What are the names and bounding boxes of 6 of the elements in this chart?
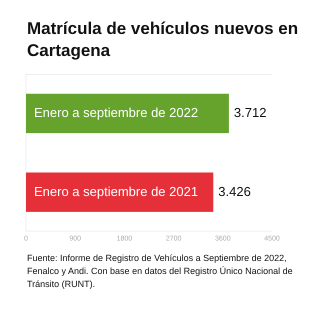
- y-tick-label: Enero a septiembre de 2021: [34, 184, 198, 199]
- y-tick-label: Enero a septiembre de 2022: [34, 104, 198, 120]
- chart-title: Matrícula de vehículos nuevos en Cartagena: [27, 18, 300, 62]
- data-label: 3.426: [218, 184, 251, 199]
- source-note: Fuente: Informe de Registro de Vehículos a Septiembre de 2022, Fenalco y Andi. Con base en datos del Registro Único Nacional de Tránsito (RUNT).: [27, 252, 294, 291]
- data-label: 3.712: [234, 104, 266, 120]
